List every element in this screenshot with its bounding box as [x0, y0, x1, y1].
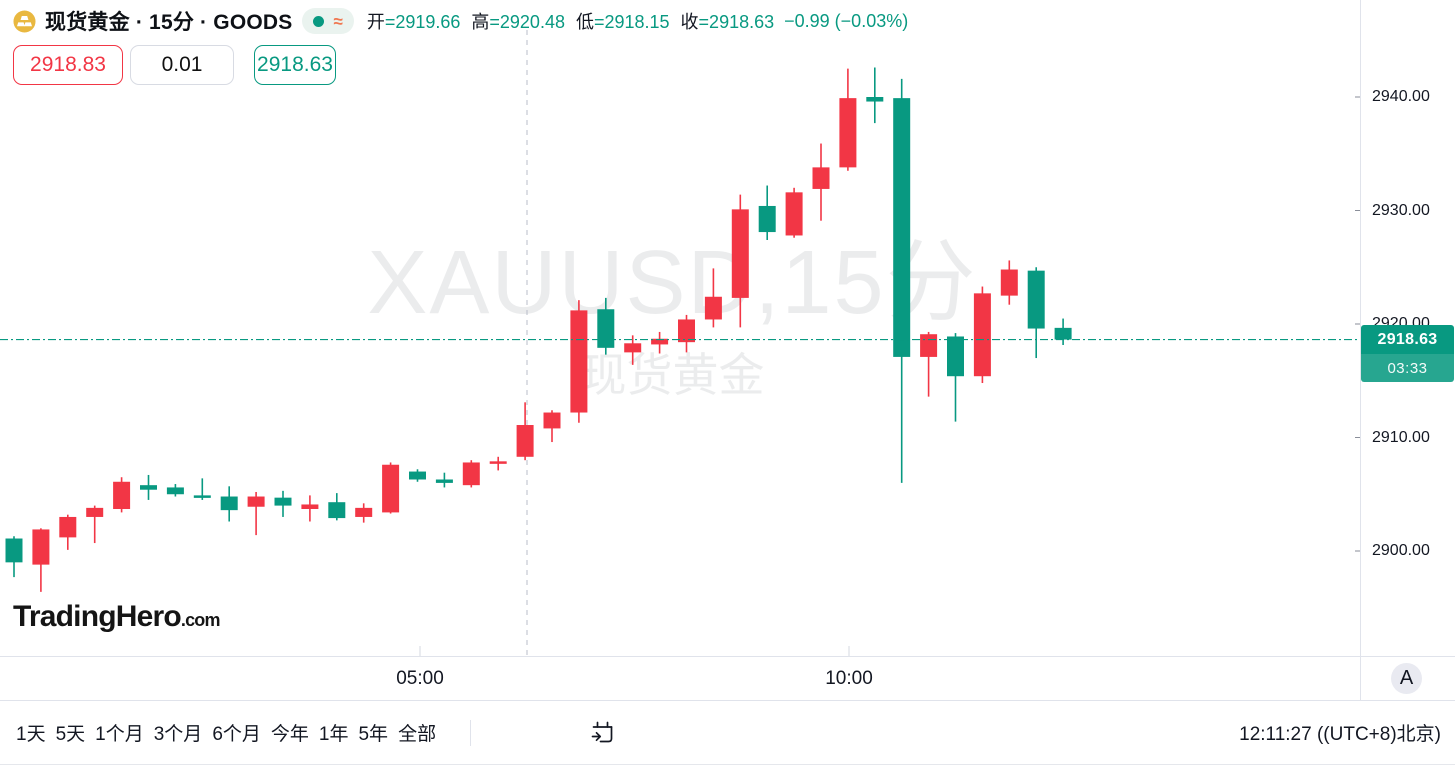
candle-up	[32, 528, 50, 592]
range-button[interactable]: 今年	[270, 724, 309, 745]
quote-boxes: 2918.83 0.01 2918.63	[13, 45, 336, 85]
candle-up	[973, 286, 991, 384]
chart-watermark: XAUUSD,15分 现货黄金	[0, 238, 1345, 398]
range-button[interactable]: 1天	[16, 724, 46, 745]
chart-area[interactable]: XAUUSD,15分 现货黄金 现货黄金 · 15分 · GOODS ≈ 开=2…	[0, 0, 1360, 656]
tradinghero-logo: TradingHero.com	[13, 600, 220, 634]
range-button[interactable]: 全部	[398, 724, 437, 745]
candle-down	[193, 478, 211, 500]
candle-down	[328, 493, 346, 521]
candle-up	[59, 514, 77, 550]
gold-symbol-icon	[13, 9, 36, 33]
price-axis[interactable]: 2940.00 2930.00 2920.00 2910.00 2900.00 2918…	[1361, 0, 1455, 656]
logo-tld: .com	[180, 610, 221, 630]
candle-down	[758, 185, 776, 241]
market-open-dot-icon	[313, 15, 325, 27]
price-tick-label: 2910.00	[1372, 428, 1430, 446]
range-button[interactable]: 5天	[55, 724, 86, 745]
candle-up	[785, 187, 803, 238]
chart-header: 现货黄金 · 15分 · GOODS ≈ 开=2919.66 高=2920.48 低…	[13, 7, 908, 35]
candle-up	[355, 503, 373, 523]
candle-down	[1027, 267, 1045, 359]
price-tick-label: 2930.00	[1372, 201, 1430, 219]
candle-up	[704, 268, 722, 328]
current-price-value: 2918.63	[1361, 325, 1454, 354]
candle-up	[113, 477, 131, 513]
candle-up	[516, 402, 534, 461]
market-status-pill[interactable]: ≈	[302, 8, 354, 34]
bottom-toolbar: 1天 5天 1个月 3个月 6个月 今年 1年 5年 全部 12:11:27 ((UTC+8)北…	[0, 700, 1455, 765]
candle-down	[435, 472, 453, 488]
candle-up	[1000, 260, 1018, 305]
range-button[interactable]: 1年	[318, 724, 349, 745]
candle-up	[678, 314, 695, 353]
candle-up	[247, 491, 265, 536]
candle-down	[274, 490, 292, 517]
candlestick-chart[interactable]	[0, 0, 1360, 656]
candle-up	[812, 143, 830, 221]
candle-up	[839, 68, 857, 171]
candle-down	[866, 67, 884, 124]
buy-price-button[interactable]: 2918.63	[254, 45, 336, 85]
candle-down	[140, 474, 157, 500]
candle-up	[301, 495, 319, 522]
price-change: −0.99 (−0.03%)	[784, 10, 909, 31]
sell-price-button[interactable]: 2918.83	[13, 45, 123, 85]
candle-up	[731, 194, 749, 328]
candle-down	[166, 484, 184, 497]
candle-down	[597, 297, 615, 355]
time-tick-label: 05:00	[396, 667, 444, 689]
spread-value: 0.01	[130, 45, 234, 85]
candle-up	[624, 335, 642, 365]
price-tick-label: 2900.00	[1372, 542, 1430, 559]
candle-down	[947, 333, 964, 422]
candle-down	[893, 78, 911, 483]
candle-up	[86, 505, 104, 544]
price-tick-label: 2940.00	[1372, 88, 1430, 105]
range-button[interactable]: 3个月	[153, 724, 203, 745]
time-axis[interactable]: 05:00 10:00 A	[0, 656, 1455, 700]
bar-countdown: 03:33	[1361, 354, 1454, 382]
candle-down	[409, 469, 426, 482]
go-to-date-icon[interactable]	[589, 719, 616, 746]
price-axis-separator	[1360, 0, 1361, 700]
ohlc-values: 开=2919.66 高=2920.48 低=2918.15 收=2918.63	[367, 8, 774, 34]
watermark-name: 现货黄金	[580, 349, 765, 401]
ohlc-item: 开=2919.66	[366, 12, 461, 32]
candle-up	[462, 460, 480, 488]
range-button[interactable]: 1个月	[95, 724, 144, 745]
ohlc-item: 高=2920.48	[471, 12, 565, 32]
toolbar-divider	[470, 719, 472, 746]
candle-up	[382, 462, 400, 514]
candle-up	[920, 331, 938, 397]
candle-down	[1054, 318, 1072, 345]
candle-up	[489, 456, 507, 471]
approx-icon: ≈	[333, 11, 343, 31]
ohlc-item: 收=2918.63	[680, 12, 775, 32]
ohlc-item: 低=2918.15	[575, 12, 670, 32]
candle-down	[220, 486, 238, 522]
range-button[interactable]: 5年	[358, 724, 389, 745]
candle-down	[5, 536, 23, 578]
symbol-title: 现货黄金 · 15分 · GOODS	[45, 11, 293, 34]
range-button[interactable]: 6个月	[212, 724, 261, 745]
logo-brand: TradingHero	[13, 600, 182, 633]
clock-timezone: 12:11:27 ((UTC+8)北京)	[1239, 724, 1441, 745]
candle-up	[651, 331, 669, 354]
watermark-symbol: XAUUSD,15分	[367, 233, 978, 333]
current-price-label: 2918.63 03:33	[1361, 325, 1454, 382]
auto-scale-button[interactable]: A	[1391, 663, 1422, 694]
candle-up	[570, 300, 588, 423]
time-tick-label: 10:00	[825, 667, 873, 689]
candle-up	[543, 410, 561, 443]
